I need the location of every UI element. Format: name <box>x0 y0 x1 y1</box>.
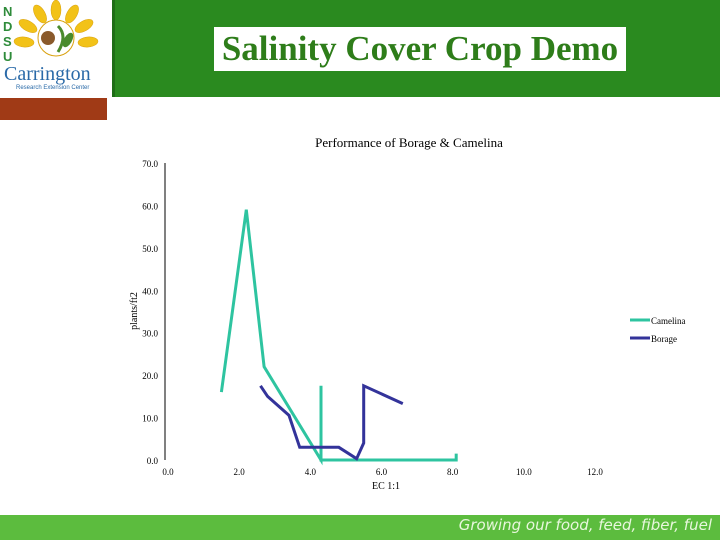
line-chart: Performance of Borage & Camelina 0.0 10.0… <box>129 135 686 492</box>
legend-label-camelina: Camelina <box>651 316 686 326</box>
page-title: Salinity Cover Crop Demo <box>213 26 627 71</box>
series-line-camelina <box>219 209 458 466</box>
logo-letter-4: U <box>3 49 13 64</box>
y-tick-label: 0.0 <box>147 456 159 466</box>
series-layer <box>219 209 458 466</box>
y-tick-label: 70.0 <box>142 159 158 169</box>
x-tick-label: 6.0 <box>376 467 388 477</box>
x-tick-label: 0.0 <box>162 467 174 477</box>
logo-subtitle: Research Extension Center <box>16 85 90 91</box>
y-tick-label: 10.0 <box>142 414 158 424</box>
logo-letter-3: S <box>3 34 12 49</box>
y-tick-label: 20.0 <box>142 371 158 381</box>
x-tick-label: 2.0 <box>234 467 246 477</box>
logo-letter-2: D <box>3 19 13 34</box>
x-tick-label: 10.0 <box>516 467 532 477</box>
title-area: Salinity Cover Crop Demo <box>120 0 720 97</box>
y-tick-label: 50.0 <box>142 244 158 254</box>
chart-title: Performance of Borage & Camelina <box>315 135 503 150</box>
footer-bar: Growing our food, feed, fiber, fuel <box>0 515 720 540</box>
x-tick-label: 4.0 <box>305 467 317 477</box>
accent-bar <box>0 98 107 120</box>
y-tick-label: 60.0 <box>142 201 158 211</box>
logo-letter-1: N <box>3 4 13 19</box>
carrington-logo: N D S U Carrington Research Extension Ce… <box>0 0 115 97</box>
y-tick-labels: 0.0 10.0 20.0 30.0 40.0 50.0 60.0 70.0 <box>142 159 158 466</box>
y-tick-label: 30.0 <box>142 329 158 339</box>
y-axis-label: plants/ft2 <box>129 292 140 330</box>
x-axis-label: EC 1:1 <box>372 481 400 492</box>
footer-slogan: Growing our food, feed, fiber, fuel <box>458 516 712 534</box>
logo-name: Carrington <box>4 63 91 85</box>
series-line-borage <box>259 383 404 461</box>
y-tick-label: 40.0 <box>142 286 158 296</box>
header-bar: N D S U Carrington Research Extension Ce… <box>0 0 720 97</box>
chart-legend: Camelina Borage <box>630 316 686 344</box>
x-tick-labels: 0.0 2.0 4.0 6.0 8.0 10.0 12.0 <box>162 467 603 477</box>
x-tick-label: 8.0 <box>447 467 459 477</box>
x-tick-label: 12.0 <box>587 467 603 477</box>
sunflower-logo-icon <box>13 0 99 57</box>
legend-label-borage: Borage <box>651 334 677 344</box>
